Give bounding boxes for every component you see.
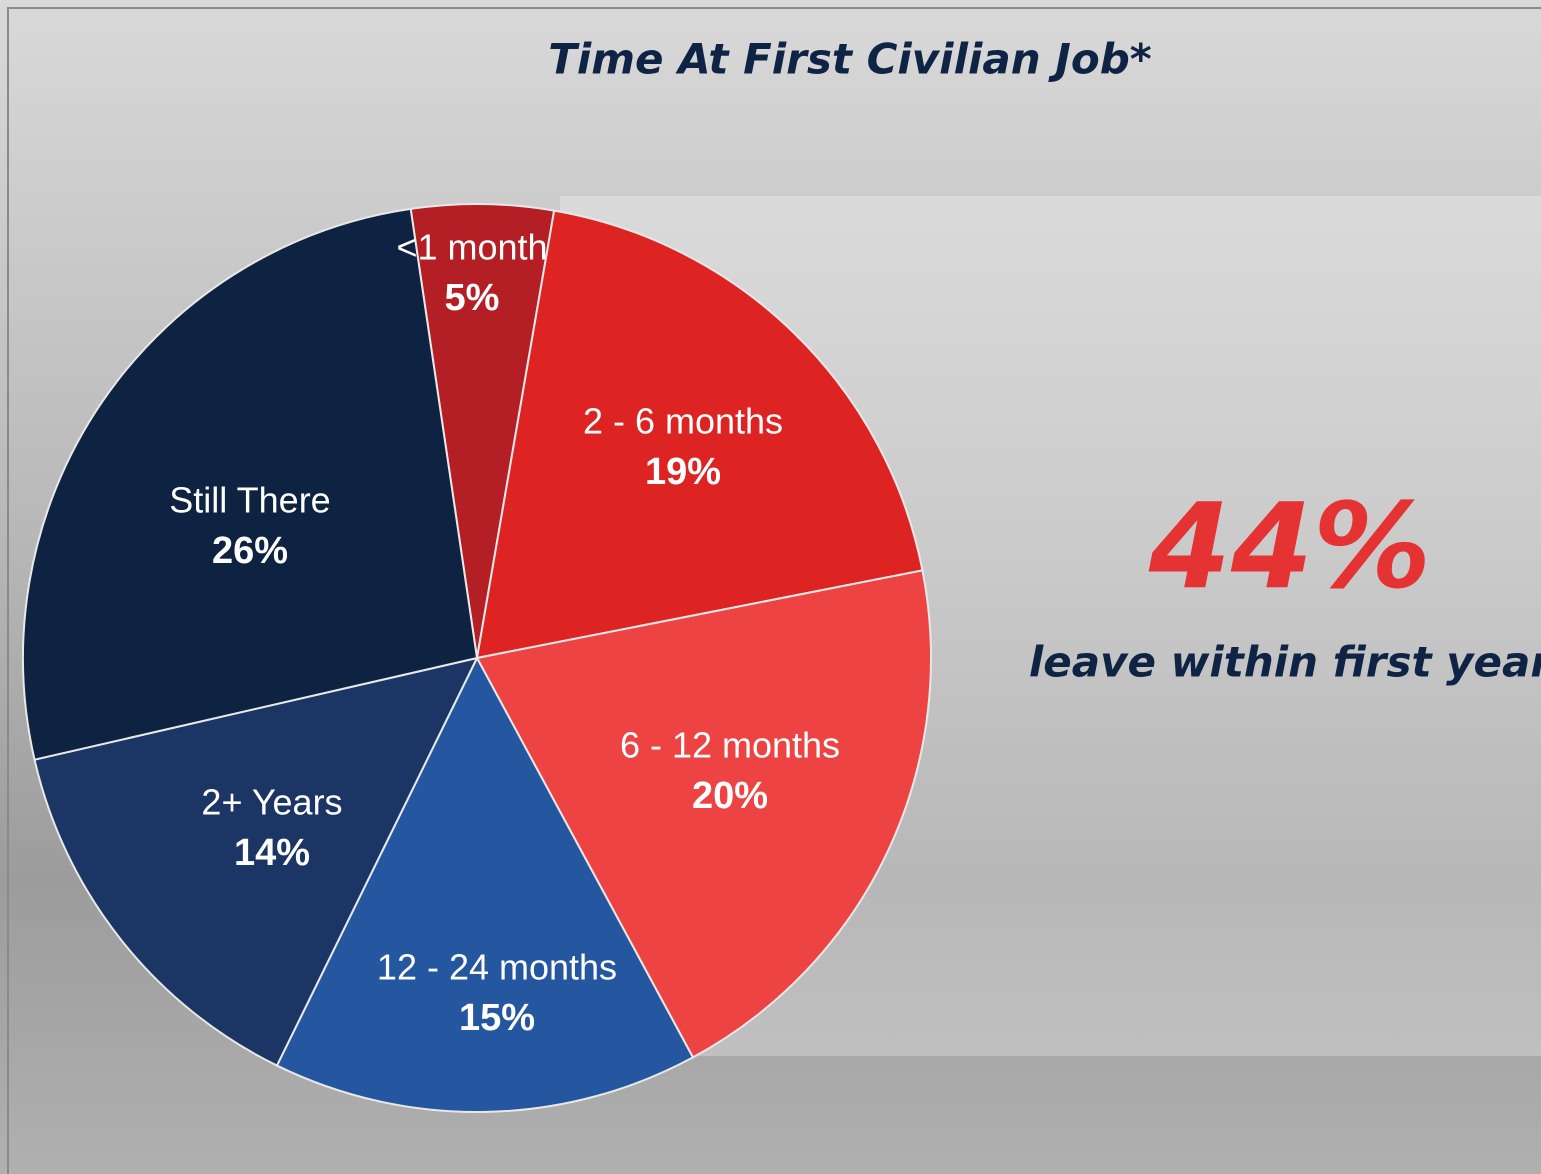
- slice-category-label: <1 month: [396, 227, 547, 268]
- slice-category-label: 12 - 24 months: [377, 947, 617, 988]
- slice-category-label: Still There: [169, 480, 330, 521]
- slice-value-label: 14%: [234, 832, 310, 874]
- pie-slice: [475, 209, 924, 660]
- chart-title: Time At First Civilian Job*: [548, 35, 1152, 84]
- pie: <1 month 5% 2 - 6 months 19% 6 - 12 months 20…: [22, 203, 932, 1114]
- pie-slice: [409, 203, 556, 659]
- slice-value-label: 26%: [212, 530, 288, 572]
- slice-value-label: 19%: [645, 451, 721, 493]
- frame: [7, 7, 1541, 1174]
- slice-category-label: 2+ Years: [201, 782, 342, 823]
- slice-category-label: 6 - 12 months: [620, 725, 840, 766]
- pie-slice: [475, 569, 932, 1059]
- annotation-text: leave within first year: [1029, 638, 1541, 687]
- slice-value-label: 5%: [445, 277, 500, 319]
- pie-slice: [275, 655, 695, 1114]
- pie-slice: [22, 207, 479, 761]
- annotation-number: 44%: [1148, 477, 1431, 615]
- slice-value-label: 15%: [459, 997, 535, 1039]
- pie-slice: [33, 656, 479, 1067]
- slice-value-label: 20%: [692, 775, 768, 817]
- slice-category-label: 2 - 6 months: [583, 401, 783, 442]
